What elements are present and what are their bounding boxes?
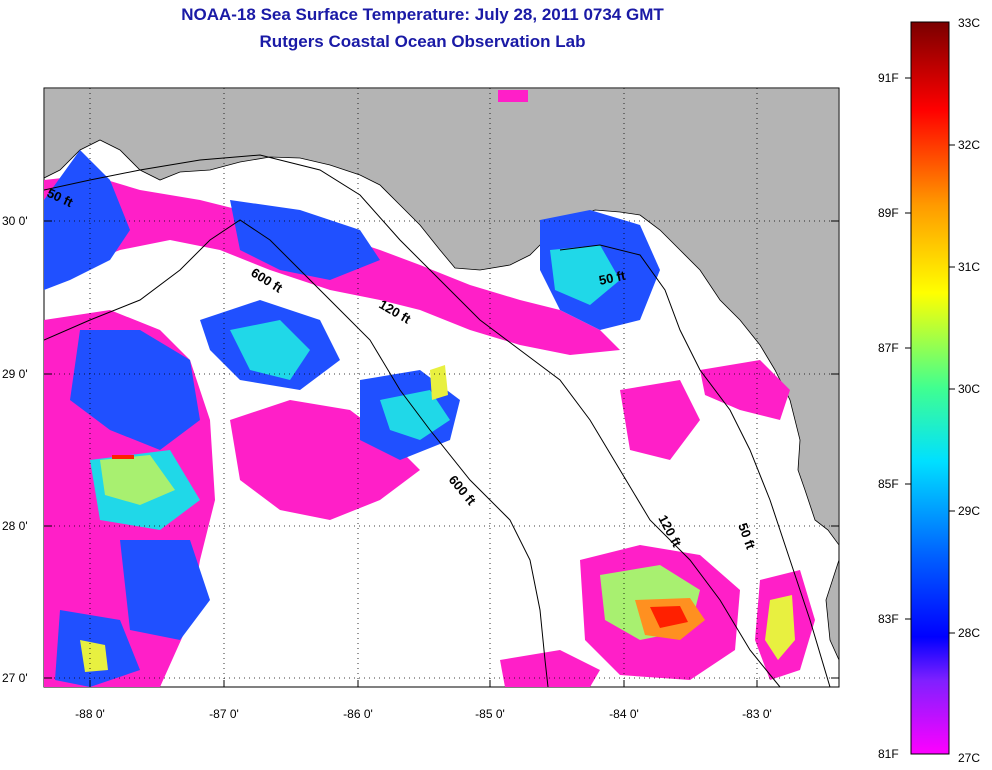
lon-label-88: -88 0': [75, 707, 105, 721]
colorbar-c-31: 31C: [958, 260, 980, 274]
colorbar: [910, 21, 950, 755]
lat-label-28: 28 0': [2, 519, 28, 533]
lon-label-84: -84 0': [609, 707, 639, 721]
colorbar-f-89: 89F: [878, 206, 899, 220]
colorbar-ticks: [905, 77, 955, 634]
lat-label-30: 30 0': [2, 214, 28, 228]
colorbar-c-33: 33C: [958, 16, 980, 30]
lon-label-83: -83 0': [742, 707, 772, 721]
colorbar-c-30: 30C: [958, 382, 980, 396]
page-title: NOAA-18 Sea Surface Temperature: July 28…: [181, 5, 664, 24]
isobath-label-50ft-bigbend: 50 ft: [598, 268, 628, 288]
lon-label-85: -85 0': [475, 707, 505, 721]
axis-ticks: [44, 220, 839, 687]
colorbar-c-32: 32C: [958, 138, 980, 152]
page-subtitle: Rutgers Coastal Ocean Observation Lab: [259, 32, 586, 51]
lat-label-27: 27 0': [2, 671, 28, 685]
colorbar-f-91: 91F: [878, 71, 899, 85]
lon-label-86: -86 0': [343, 707, 373, 721]
sst-patches: [44, 90, 815, 687]
colorbar-f-87: 87F: [878, 341, 899, 355]
colorbar-c-27: 27C: [958, 751, 980, 765]
colorbar-f-81: 81F: [878, 747, 899, 761]
colorbar-f-83: 83F: [878, 612, 899, 626]
land-mass-east: [825, 559, 839, 661]
isobath-lines: [44, 154, 831, 687]
lat-label-29: 29 0': [2, 367, 28, 381]
colorbar-c-28: 28C: [958, 626, 980, 640]
colorbar-c-29: 29C: [958, 504, 980, 518]
colorbar-f-85: 85F: [878, 477, 899, 491]
land-mass: [44, 88, 839, 546]
lon-label-87: -87 0': [209, 707, 239, 721]
